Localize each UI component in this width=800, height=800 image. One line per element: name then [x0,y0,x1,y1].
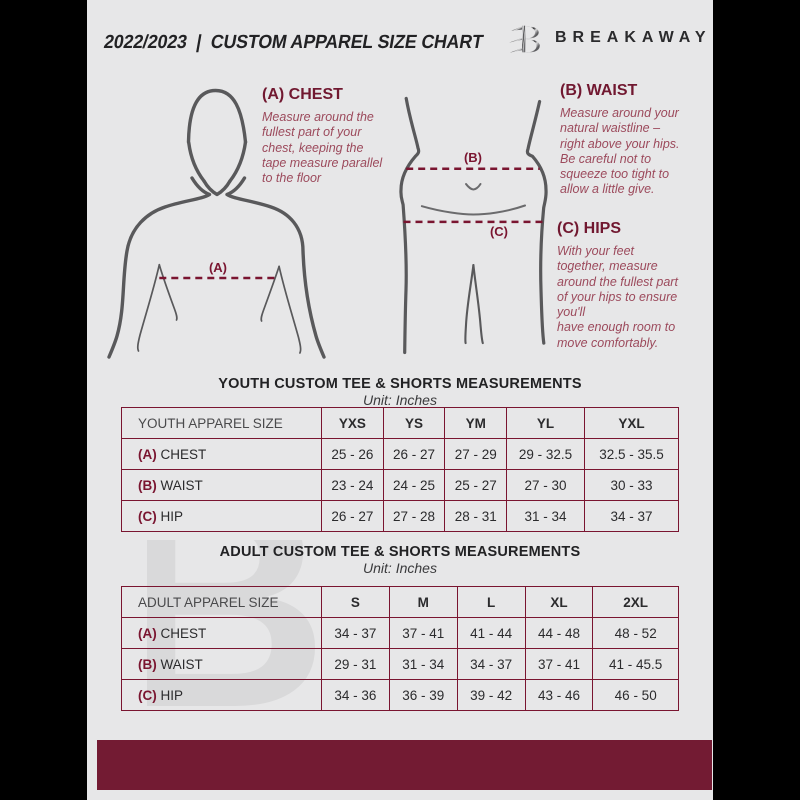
svg-text:(B): (B) [464,150,482,165]
svg-text:(C): (C) [490,224,508,239]
svg-text:(A): (A) [209,260,227,275]
